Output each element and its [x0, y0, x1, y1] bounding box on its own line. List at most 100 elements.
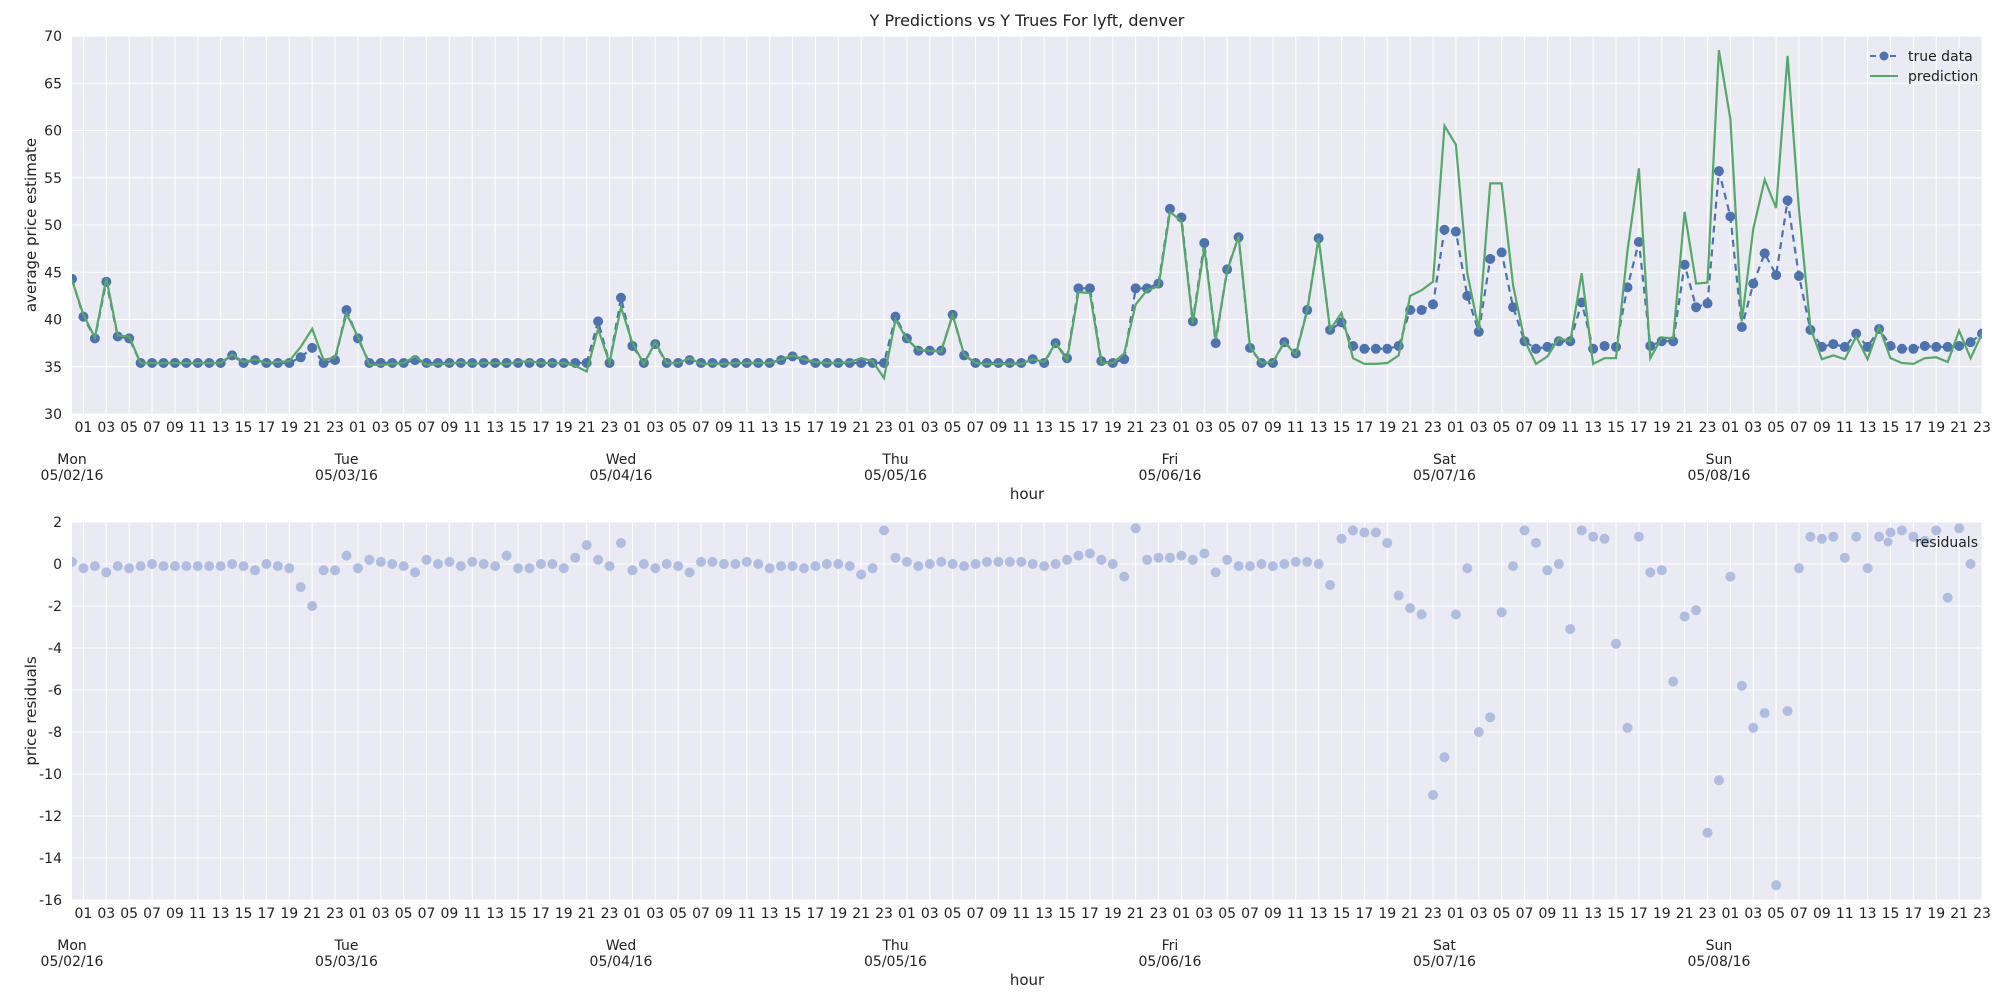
x-tick-label: 03 [921, 420, 939, 436]
x-tick-label: 05 [1218, 906, 1236, 922]
point-true-data [1622, 282, 1633, 293]
point-true-data [1164, 203, 1175, 214]
point-residual [1565, 624, 1576, 635]
x-tick-label: 17 [1904, 420, 1922, 436]
point-residual [410, 567, 421, 578]
point-residual [1256, 559, 1267, 569]
x-tick-label: 23 [1699, 420, 1717, 436]
x-tick-label: 15 [1607, 906, 1625, 922]
point-residual [1519, 525, 1530, 536]
x-tick-label: 21 [303, 906, 321, 922]
x-tick-label: 23 [1150, 420, 1168, 436]
day-label: Fri [1162, 452, 1179, 468]
x-tick-label: 17 [1904, 906, 1922, 922]
point-residual [1622, 722, 1633, 733]
x-tick-label: 23 [875, 906, 893, 922]
point-true-data [1839, 341, 1850, 352]
point-residual [1931, 525, 1942, 536]
date-label: 05/08/16 [1688, 468, 1751, 484]
legend-label-residuals: residuals [1915, 535, 1978, 551]
point-residual [89, 561, 100, 572]
day-label: Tue [334, 938, 359, 954]
x-tick-label: 15 [235, 420, 253, 436]
point-residual [1656, 565, 1667, 576]
y-tick-label: -4 [48, 641, 62, 657]
point-residual [1496, 607, 1507, 618]
x-tick-label: 19 [280, 420, 298, 436]
y-tick-label: 40 [44, 313, 62, 329]
x-tick-label: 05 [395, 420, 413, 436]
point-residual [1462, 563, 1473, 574]
point-residual [1119, 571, 1130, 582]
x-tick-label: 13 [761, 420, 779, 436]
point-residual [1759, 708, 1770, 719]
x-tick-label: 07 [692, 420, 710, 436]
x-tick-label: 03 [646, 906, 664, 922]
point-residual [352, 563, 363, 574]
x-tick-label: 01 [898, 906, 916, 922]
x-tick-label: 19 [1378, 420, 1396, 436]
point-true-data [1828, 339, 1839, 350]
x-tick-label: 09 [441, 906, 459, 922]
point-true-data [1942, 341, 1953, 352]
x-tick-label: 07 [1516, 420, 1534, 436]
date-label: 05/02/16 [41, 468, 104, 484]
point-true-data [1931, 341, 1942, 352]
x-tick-label: 21 [1676, 420, 1694, 436]
point-true-data [1748, 278, 1759, 289]
x-tick-label: 11 [1287, 420, 1305, 436]
x-tick-label: 05 [669, 906, 687, 922]
x-tick-label: 17 [1355, 420, 1373, 436]
x-tick-label: 09 [166, 420, 184, 436]
x-tick-label: 13 [1859, 906, 1877, 922]
x-tick-label: 13 [1310, 906, 1328, 922]
y-tick-label: -16 [39, 893, 62, 909]
x-tick-label: 07 [143, 420, 161, 436]
point-residual [535, 559, 546, 569]
x-tick-label: 17 [1081, 906, 1099, 922]
point-residual [627, 565, 638, 576]
point-residual [181, 561, 192, 572]
point-true-data [524, 357, 535, 368]
point-residual [1542, 565, 1553, 576]
x-tick-label: 11 [1836, 906, 1854, 922]
point-residual [1130, 523, 1141, 534]
point-residual [341, 550, 352, 561]
x-tick-label: 05 [120, 906, 138, 922]
point-residual [593, 554, 604, 565]
x-tick-label: 05 [944, 420, 962, 436]
x-tick-label: 13 [1035, 420, 1053, 436]
point-residual [959, 561, 970, 572]
point-true-data [684, 355, 695, 366]
x-tick-label: 21 [578, 420, 596, 436]
point-residual [318, 565, 329, 576]
point-residual [1062, 554, 1073, 565]
x-tick-label: 03 [372, 906, 390, 922]
x-tick-label: 05 [669, 420, 687, 436]
series-group [72, 50, 1982, 381]
x-tick-label: 05 [1218, 420, 1236, 436]
legend-label-true-data: true data [1908, 49, 1973, 65]
point-true-data [1679, 259, 1690, 270]
point-residual [1702, 827, 1713, 838]
x-tick-label: 03 [372, 420, 390, 436]
point-residual [421, 554, 432, 565]
x-tick-label: 19 [829, 420, 847, 436]
x-tick-label: 01 [1172, 906, 1190, 922]
point-residual [1896, 525, 1907, 536]
y-tick-label: 0 [53, 557, 62, 573]
point-residual [901, 556, 912, 567]
point-true-data [341, 305, 352, 316]
point-residual [1645, 567, 1656, 578]
point-true-data [1736, 322, 1747, 333]
point-residual [1199, 548, 1210, 559]
point-true-data [1851, 328, 1862, 339]
x-tick-label: 15 [1882, 906, 1900, 922]
point-residual [387, 559, 398, 569]
y-axis-label: average price estimate [22, 138, 40, 312]
point-residual [307, 601, 318, 611]
point-residual [513, 563, 524, 574]
point-residual [1679, 611, 1690, 622]
